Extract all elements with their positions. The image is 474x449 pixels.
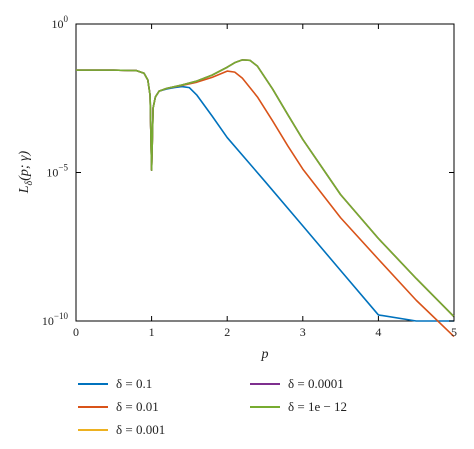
y-tick-exponent: −5 bbox=[58, 163, 68, 173]
y-axis-label-part: δ bbox=[24, 180, 35, 185]
legend-label: δ = 0.01 bbox=[116, 399, 159, 414]
x-tick-label: 5 bbox=[451, 325, 457, 339]
y-tick-exponent: −10 bbox=[54, 311, 69, 321]
legend: δ = 0.1 δ = 0.01 δ = 0.001 δ = 0.0001 δ = 1e… bbox=[78, 376, 347, 437]
plot-area bbox=[75, 23, 455, 322]
x-tick-label: 0 bbox=[73, 325, 79, 339]
y-tick-mantissa: 10 bbox=[42, 314, 54, 328]
legend-item: δ = 0.001 bbox=[78, 422, 165, 437]
series-line-4 bbox=[76, 59, 455, 318]
y-tick-label: 10−10 bbox=[42, 311, 69, 328]
legend-item: δ = 0.1 bbox=[78, 376, 152, 391]
y-tick-exponent: 0 bbox=[64, 14, 69, 24]
y-tick-mantissa: 10 bbox=[52, 17, 64, 31]
legend-label: δ = 0.001 bbox=[116, 422, 165, 437]
x-tick-label: 2 bbox=[224, 325, 230, 339]
x-tick-label: 3 bbox=[300, 325, 306, 339]
legend-item: δ = 1e − 12 bbox=[250, 399, 347, 414]
legend-item: δ = 0.01 bbox=[78, 399, 159, 414]
legend-label: δ = 0.0001 bbox=[288, 376, 344, 391]
y-axis-label-part: L bbox=[17, 185, 32, 194]
y-tick-label: 10−5 bbox=[46, 163, 68, 180]
legend-label: δ = 1e − 12 bbox=[288, 399, 347, 414]
y-axis-label: Lδ(p; γ) bbox=[17, 150, 35, 194]
x-tick-label: 4 bbox=[375, 325, 381, 339]
x-axis-label: p bbox=[261, 347, 269, 362]
y-axis-label-text: Lδ(p; γ) bbox=[17, 150, 35, 194]
series-layer bbox=[76, 59, 455, 338]
legend-label: δ = 0.1 bbox=[116, 376, 152, 391]
y-tick-label: 100 bbox=[52, 14, 69, 31]
y-axis-label-part: (p; γ) bbox=[17, 150, 32, 180]
legend-item: δ = 0.0001 bbox=[250, 376, 344, 391]
y-tick-mantissa: 10 bbox=[46, 166, 58, 180]
x-tick-label: 1 bbox=[149, 325, 155, 339]
